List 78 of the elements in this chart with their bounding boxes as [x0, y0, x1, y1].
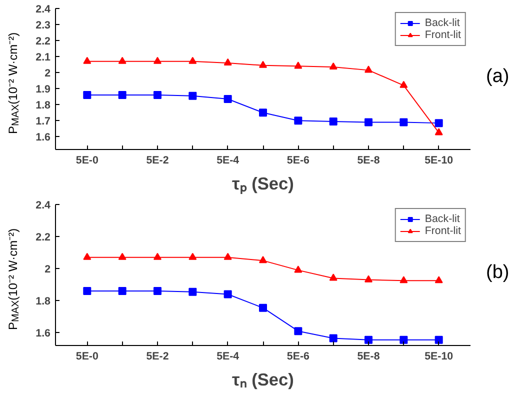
point — [83, 252, 92, 260]
point — [434, 119, 443, 128]
point — [259, 108, 267, 117]
y-tick-label: 2.4 — [36, 4, 51, 16]
y-tick-label: 2.4 — [36, 200, 51, 212]
point — [400, 336, 408, 344]
x-tick-label: 5E-2 — [146, 350, 169, 362]
point — [118, 287, 126, 296]
point — [118, 56, 126, 64]
point — [83, 91, 92, 100]
point — [224, 290, 232, 298]
legend-label: Back-lit — [424, 17, 460, 29]
y-tick-label: 1.6 — [36, 328, 51, 340]
point — [294, 116, 302, 125]
x-tick-label: 5E-6 — [286, 154, 310, 166]
point — [400, 80, 408, 88]
text: (b) — [486, 261, 510, 285]
point — [329, 117, 338, 126]
x-axis-title: τₚ (Sec) — [232, 174, 294, 194]
x-tick-label: 5E-0 — [76, 154, 98, 166]
point — [400, 118, 408, 126]
point — [224, 252, 232, 260]
point — [364, 118, 373, 126]
y-tick-label: 2.2 — [36, 36, 51, 48]
point — [259, 60, 267, 68]
y-tick-label: 1.6 — [36, 132, 51, 144]
point — [294, 62, 302, 69]
point — [364, 336, 373, 344]
point — [259, 304, 267, 312]
x-tick-label: 5E-8 — [357, 350, 380, 362]
point — [224, 58, 232, 66]
point — [153, 287, 162, 296]
point — [188, 56, 197, 64]
y-tick-label: 2.1 — [36, 52, 51, 64]
point — [364, 275, 373, 282]
y-tick-label: 2.2 — [36, 232, 51, 244]
legend-label: Back-lit — [424, 213, 460, 225]
point — [83, 56, 92, 64]
point — [329, 334, 338, 342]
x-tick-label: 5E-6 — [286, 350, 310, 362]
x-tick-label: 5E-10 — [424, 350, 454, 362]
point — [294, 327, 302, 336]
x-tick-label: 5E-8 — [357, 154, 380, 166]
point — [188, 92, 197, 100]
point — [329, 62, 338, 70]
x-tick-label: 5E-10 — [424, 154, 454, 166]
x-axis-title: τₙ (Sec) — [232, 370, 294, 390]
y-tick-label: 2 — [44, 264, 51, 276]
y-tick-label: 2 — [44, 68, 51, 80]
y-tick-label: 1.8 — [36, 296, 51, 308]
point — [294, 266, 302, 273]
x-tick-label: 5E-0 — [76, 350, 98, 362]
point — [329, 274, 338, 281]
point — [400, 276, 408, 284]
point — [188, 252, 197, 260]
point — [434, 128, 443, 136]
text: (a) — [486, 65, 510, 89]
point — [434, 276, 443, 284]
x-tick-label: 5E-4 — [216, 350, 240, 362]
point — [188, 288, 197, 296]
point — [118, 252, 126, 260]
point — [153, 56, 162, 64]
legend-label: Front-lit — [424, 225, 461, 237]
y-tick-label: 1.9 — [36, 84, 51, 96]
point — [153, 252, 162, 260]
legend-label: Front-lit — [424, 29, 461, 41]
x-tick-label: 5E-4 — [216, 154, 240, 166]
point — [364, 66, 373, 73]
point — [434, 336, 443, 344]
point — [83, 287, 92, 296]
point — [118, 91, 126, 100]
x-tick-label: 5E-2 — [146, 154, 169, 166]
y-tick-label: 1.8 — [36, 100, 51, 112]
y-tick-label: 2.3 — [36, 20, 51, 32]
point — [224, 95, 232, 104]
point — [259, 256, 267, 264]
y-tick-label: 1.7 — [36, 116, 51, 128]
point — [153, 91, 162, 100]
